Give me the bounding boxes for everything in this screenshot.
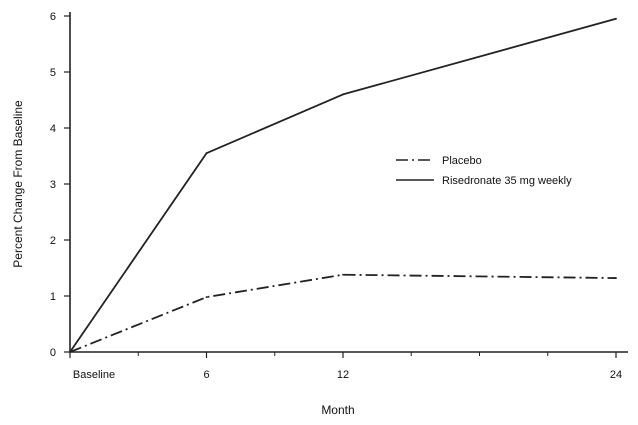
- y-tick-label: 5: [50, 67, 56, 79]
- data-point: [69, 351, 71, 353]
- legend-label: Risedronate 35 mg weekly: [442, 175, 572, 187]
- data-point: [205, 296, 208, 299]
- y-axis-ticks: 0 1 2 3 4 5 6: [50, 11, 70, 359]
- chart-axes: [69, 12, 628, 353]
- chart-series: [69, 17, 617, 353]
- y-tick-label: 2: [50, 235, 56, 247]
- series-line-risedronate: [69, 17, 617, 353]
- series-line-placebo: [69, 273, 617, 353]
- legend-label: Placebo: [442, 155, 482, 167]
- x-axis-ticks: Baseline 6 12 24: [69, 352, 622, 381]
- y-axis-title: Percent Change From Baseline: [11, 100, 25, 268]
- y-tick-label: 0: [50, 347, 56, 359]
- data-point: [342, 273, 344, 276]
- x-tick-label: Baseline: [73, 369, 115, 381]
- data-point: [615, 277, 617, 279]
- y-tick-label: 4: [50, 123, 56, 135]
- data-point: [615, 17, 617, 20]
- y-tick-label: 1: [50, 291, 56, 303]
- x-tick-label: 6: [203, 369, 209, 381]
- y-tick-label: 6: [50, 11, 56, 23]
- x-tick-label: 24: [610, 369, 622, 381]
- x-tick-label: 12: [337, 369, 349, 381]
- y-tick-label: 3: [50, 179, 56, 191]
- data-point: [205, 152, 208, 155]
- x-axis-title: Month: [321, 403, 354, 417]
- data-point: [342, 93, 344, 96]
- chart-legend: Placebo Risedronate 35 mg weekly: [396, 155, 572, 187]
